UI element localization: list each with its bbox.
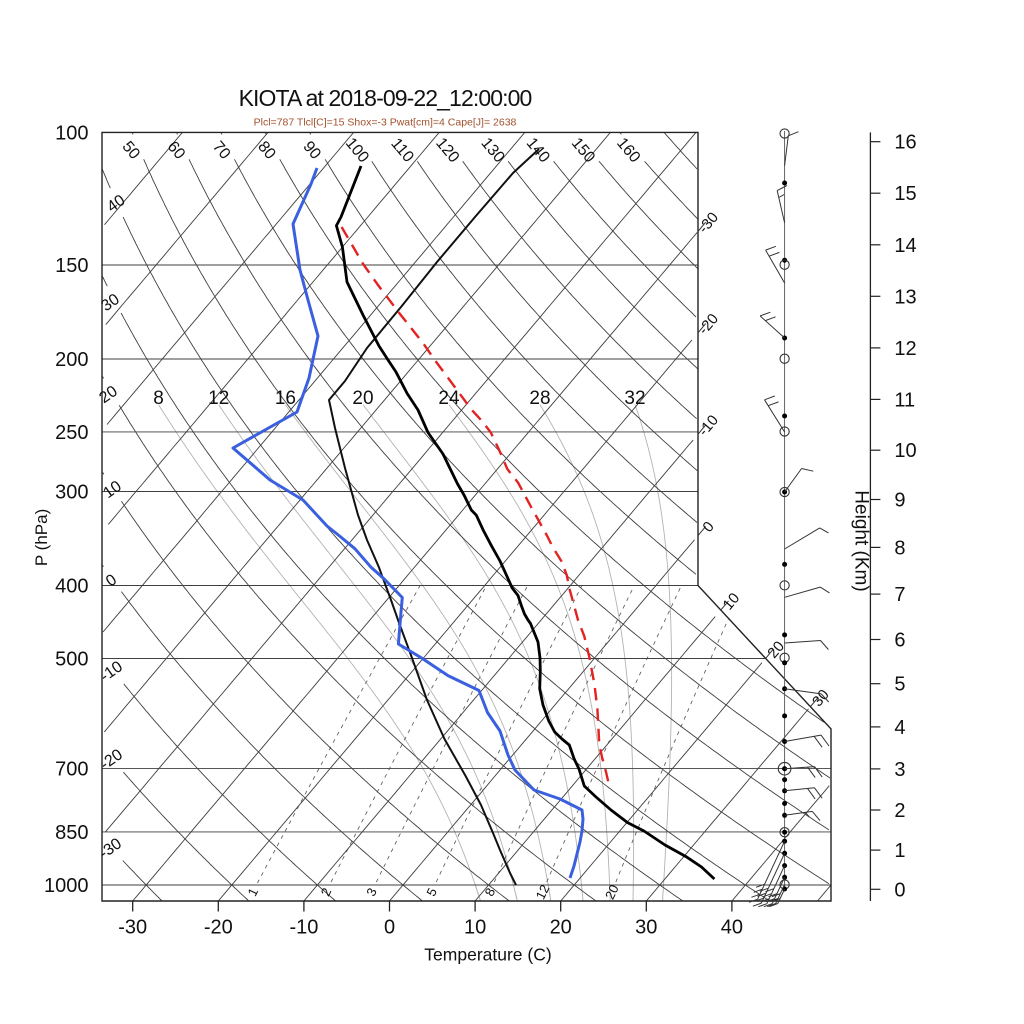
svg-text:8: 8 [894, 537, 905, 559]
svg-text:20: 20 [550, 917, 572, 939]
svg-text:24: 24 [438, 388, 460, 409]
svg-text:0: 0 [894, 879, 905, 901]
svg-text:40: 40 [721, 917, 743, 939]
svg-text:14: 14 [894, 235, 916, 257]
svg-text:4: 4 [894, 717, 905, 739]
svg-text:20: 20 [602, 882, 622, 902]
svg-text:8: 8 [153, 388, 164, 409]
svg-text:12: 12 [894, 338, 916, 360]
svg-text:28: 28 [529, 388, 550, 409]
svg-text:16: 16 [894, 132, 916, 154]
svg-text:5: 5 [894, 674, 905, 696]
svg-text:P (hPa): P (hPa) [32, 509, 51, 566]
svg-text:700: 700 [55, 758, 88, 780]
svg-text:7: 7 [894, 584, 905, 606]
svg-text:-20: -20 [204, 917, 233, 939]
svg-text:1: 1 [894, 840, 905, 862]
svg-text:Plcl=787 Tlcl[C]=15 Shox=-3 Pw: Plcl=787 Tlcl[C]=15 Shox=-3 Pwat[cm]=4 C… [254, 117, 517, 129]
svg-text:30: 30 [635, 917, 657, 939]
svg-text:20: 20 [352, 388, 373, 409]
svg-text:500: 500 [55, 649, 88, 671]
svg-text:12: 12 [208, 388, 229, 409]
svg-text:11: 11 [894, 389, 915, 411]
svg-text:2: 2 [894, 800, 905, 822]
svg-text:15: 15 [894, 183, 916, 205]
svg-text:-30: -30 [118, 917, 147, 939]
svg-text:KIOTA at 2018-09-22_12:00:00: KIOTA at 2018-09-22_12:00:00 [239, 85, 532, 111]
svg-text:400: 400 [55, 576, 88, 598]
svg-text:100: 100 [55, 122, 88, 144]
svg-text:850: 850 [55, 822, 88, 844]
svg-text:150: 150 [55, 255, 88, 277]
svg-text:-10: -10 [289, 917, 318, 939]
svg-text:10: 10 [894, 440, 916, 462]
svg-text:16: 16 [275, 388, 296, 409]
svg-text:250: 250 [55, 422, 88, 444]
svg-text:Height (Km): Height (Km) [851, 490, 872, 591]
svg-text:0: 0 [384, 917, 395, 939]
svg-text:12: 12 [533, 882, 553, 902]
svg-text:1000: 1000 [44, 875, 89, 897]
svg-text:3: 3 [894, 759, 905, 781]
svg-text:Temperature (C): Temperature (C) [424, 945, 551, 965]
svg-text:13: 13 [894, 286, 916, 308]
svg-text:9: 9 [894, 490, 905, 512]
svg-text:10: 10 [464, 917, 486, 939]
svg-text:6: 6 [894, 630, 905, 652]
svg-text:200: 200 [55, 349, 88, 371]
svg-text:32: 32 [624, 388, 645, 409]
svg-text:300: 300 [55, 482, 88, 504]
